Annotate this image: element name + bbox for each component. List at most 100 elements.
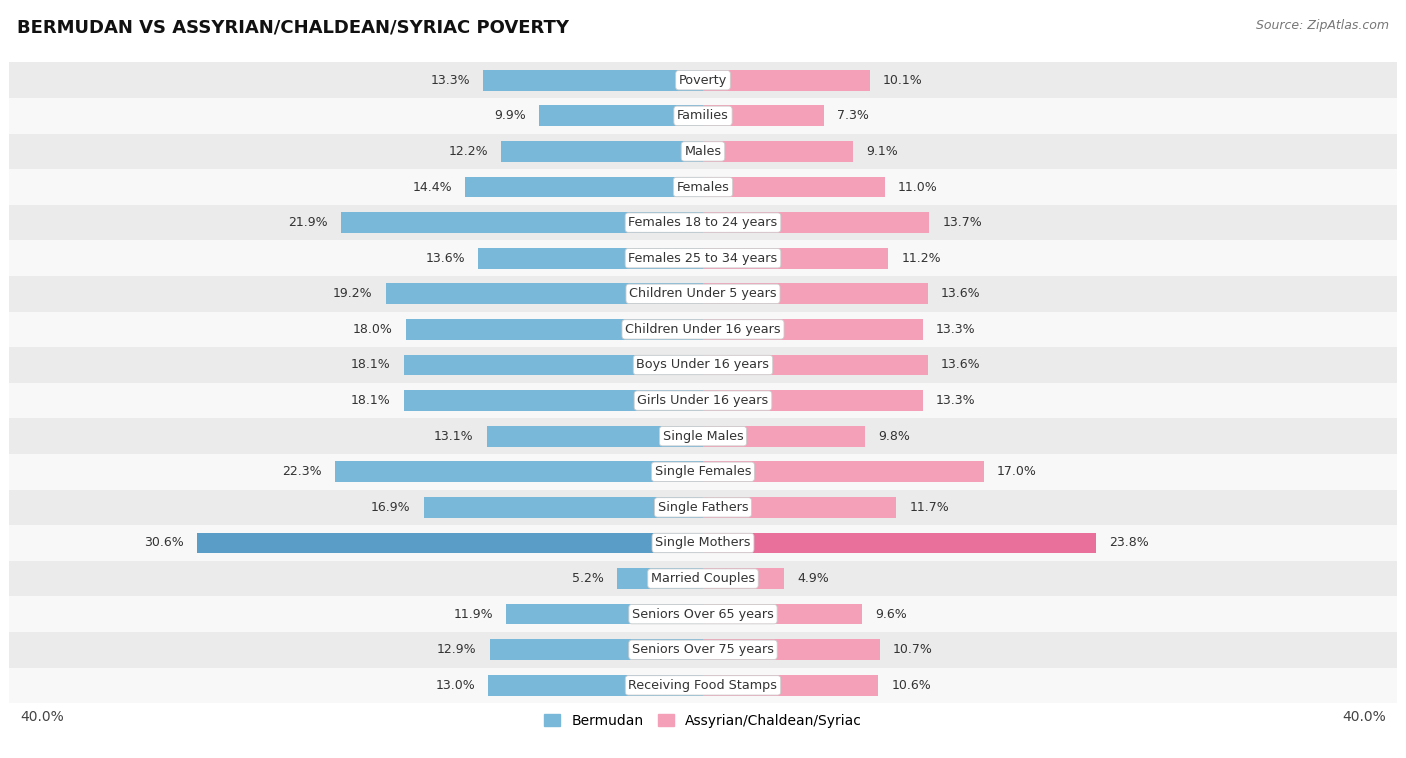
Bar <box>703 640 880 660</box>
Bar <box>10 276 1396 312</box>
Bar <box>10 98 1396 133</box>
Text: Married Couples: Married Couples <box>651 572 755 585</box>
Text: BERMUDAN VS ASSYRIAN/CHALDEAN/SYRIAC POVERTY: BERMUDAN VS ASSYRIAN/CHALDEAN/SYRIAC POV… <box>17 19 569 37</box>
Bar <box>10 240 1396 276</box>
Bar <box>703 70 870 90</box>
Bar <box>385 283 703 304</box>
Bar <box>486 426 703 446</box>
Bar <box>10 205 1396 240</box>
Text: Receiving Food Stamps: Receiving Food Stamps <box>628 679 778 692</box>
Text: 7.3%: 7.3% <box>837 109 869 122</box>
Text: Single Females: Single Females <box>655 465 751 478</box>
Text: 16.9%: 16.9% <box>371 501 411 514</box>
Text: 4.9%: 4.9% <box>797 572 830 585</box>
Bar <box>10 597 1396 632</box>
Text: 13.7%: 13.7% <box>942 216 983 229</box>
Bar <box>10 312 1396 347</box>
Bar <box>404 390 703 411</box>
Text: 11.0%: 11.0% <box>898 180 938 193</box>
Bar <box>10 490 1396 525</box>
Bar <box>488 675 703 696</box>
Text: 18.1%: 18.1% <box>352 359 391 371</box>
Text: 11.2%: 11.2% <box>901 252 941 265</box>
Text: 30.6%: 30.6% <box>145 537 184 550</box>
Bar <box>703 604 862 625</box>
Bar <box>10 62 1396 98</box>
Text: 13.3%: 13.3% <box>936 323 976 336</box>
Bar <box>197 533 703 553</box>
Bar <box>703 675 879 696</box>
Bar <box>465 177 703 197</box>
Text: Single Males: Single Males <box>662 430 744 443</box>
Bar <box>703 177 884 197</box>
Text: 11.9%: 11.9% <box>454 608 494 621</box>
Text: 21.9%: 21.9% <box>288 216 328 229</box>
Bar <box>335 462 703 482</box>
Text: 17.0%: 17.0% <box>997 465 1038 478</box>
Legend: Bermudan, Assyrian/Chaldean/Syriac: Bermudan, Assyrian/Chaldean/Syriac <box>538 708 868 734</box>
Bar <box>502 141 703 161</box>
Bar <box>10 561 1396 597</box>
Text: Females 18 to 24 years: Females 18 to 24 years <box>628 216 778 229</box>
Bar <box>404 355 703 375</box>
Bar <box>10 668 1396 703</box>
Text: 13.0%: 13.0% <box>436 679 475 692</box>
Bar <box>703 497 896 518</box>
Text: 5.2%: 5.2% <box>572 572 605 585</box>
Text: 13.6%: 13.6% <box>426 252 465 265</box>
Text: Children Under 5 years: Children Under 5 years <box>630 287 776 300</box>
Bar <box>478 248 703 268</box>
Bar <box>703 533 1097 553</box>
Bar <box>484 70 703 90</box>
Text: Seniors Over 65 years: Seniors Over 65 years <box>633 608 773 621</box>
Text: Single Mothers: Single Mothers <box>655 537 751 550</box>
Text: 9.8%: 9.8% <box>879 430 910 443</box>
Bar <box>10 169 1396 205</box>
Bar <box>703 390 922 411</box>
Text: Females: Females <box>676 180 730 193</box>
Text: Girls Under 16 years: Girls Under 16 years <box>637 394 769 407</box>
Bar <box>703 105 824 126</box>
Text: 13.3%: 13.3% <box>936 394 976 407</box>
Text: 23.8%: 23.8% <box>1109 537 1149 550</box>
Text: Females 25 to 34 years: Females 25 to 34 years <box>628 252 778 265</box>
Text: 11.7%: 11.7% <box>910 501 949 514</box>
Bar <box>10 632 1396 668</box>
Bar <box>10 133 1396 169</box>
Text: Poverty: Poverty <box>679 74 727 86</box>
Bar <box>423 497 703 518</box>
Text: 22.3%: 22.3% <box>281 465 322 478</box>
Bar <box>703 212 929 233</box>
Text: 18.0%: 18.0% <box>353 323 392 336</box>
Bar <box>617 568 703 589</box>
Text: 19.2%: 19.2% <box>333 287 373 300</box>
Bar <box>703 568 785 589</box>
Text: 10.7%: 10.7% <box>893 644 932 656</box>
Text: 13.3%: 13.3% <box>430 74 470 86</box>
Text: 10.1%: 10.1% <box>883 74 922 86</box>
Text: Boys Under 16 years: Boys Under 16 years <box>637 359 769 371</box>
Text: 9.1%: 9.1% <box>866 145 898 158</box>
Bar <box>489 640 703 660</box>
Text: Seniors Over 75 years: Seniors Over 75 years <box>633 644 773 656</box>
Text: Single Fathers: Single Fathers <box>658 501 748 514</box>
Text: 18.1%: 18.1% <box>352 394 391 407</box>
Text: Males: Males <box>685 145 721 158</box>
Text: 12.2%: 12.2% <box>449 145 488 158</box>
Text: 9.9%: 9.9% <box>495 109 526 122</box>
Bar <box>10 383 1396 418</box>
Bar <box>342 212 703 233</box>
Bar <box>540 105 703 126</box>
Text: Source: ZipAtlas.com: Source: ZipAtlas.com <box>1256 19 1389 32</box>
Bar <box>703 141 853 161</box>
Bar <box>506 604 703 625</box>
Bar <box>703 355 928 375</box>
Text: 9.6%: 9.6% <box>875 608 907 621</box>
Text: 14.4%: 14.4% <box>412 180 451 193</box>
Text: 13.6%: 13.6% <box>941 359 980 371</box>
Bar <box>703 462 984 482</box>
Text: Families: Families <box>678 109 728 122</box>
Bar <box>703 283 928 304</box>
Text: 13.1%: 13.1% <box>433 430 474 443</box>
Bar <box>703 248 889 268</box>
